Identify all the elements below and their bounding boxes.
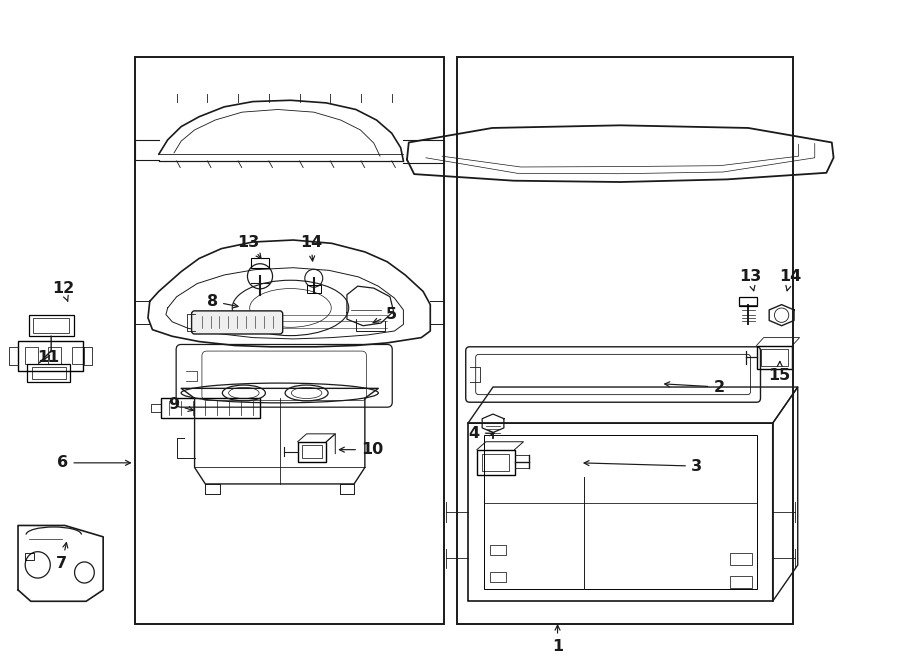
Text: 12: 12 [51,281,74,301]
Bar [18,341,83,371]
Text: 14: 14 [300,234,322,261]
Bar [302,445,322,458]
Bar [761,349,788,366]
Text: 3: 3 [584,459,702,473]
Bar [484,435,757,589]
Text: 5: 5 [374,307,397,323]
Bar [491,571,507,581]
Bar [298,442,327,461]
Bar [457,58,793,624]
Bar [161,399,260,418]
Bar [33,318,69,333]
Text: 13: 13 [238,234,261,259]
Bar [32,367,67,379]
Bar [468,423,772,601]
Text: 9: 9 [168,397,194,412]
Bar [29,315,74,336]
Bar [25,553,34,559]
Bar [477,449,515,475]
Bar [730,553,752,565]
Bar [730,576,752,588]
Bar [740,297,758,306]
Bar [251,258,269,268]
Bar [25,348,38,364]
Text: 14: 14 [779,269,802,291]
Bar [482,453,509,471]
Bar [757,346,792,369]
Text: 2: 2 [665,379,725,395]
FancyBboxPatch shape [192,311,283,334]
Bar [491,545,507,555]
Text: 7: 7 [57,543,68,571]
Bar [27,364,70,383]
Text: 6: 6 [58,455,130,470]
Text: 13: 13 [739,269,761,291]
Text: 1: 1 [552,625,563,653]
Text: 8: 8 [207,294,238,309]
Bar [49,348,61,364]
Text: 10: 10 [339,442,383,457]
Bar [72,348,85,364]
Bar [134,58,444,624]
Text: 15: 15 [769,361,791,383]
Text: 4: 4 [469,426,494,441]
Bar [307,285,321,293]
Text: 11: 11 [38,350,59,365]
